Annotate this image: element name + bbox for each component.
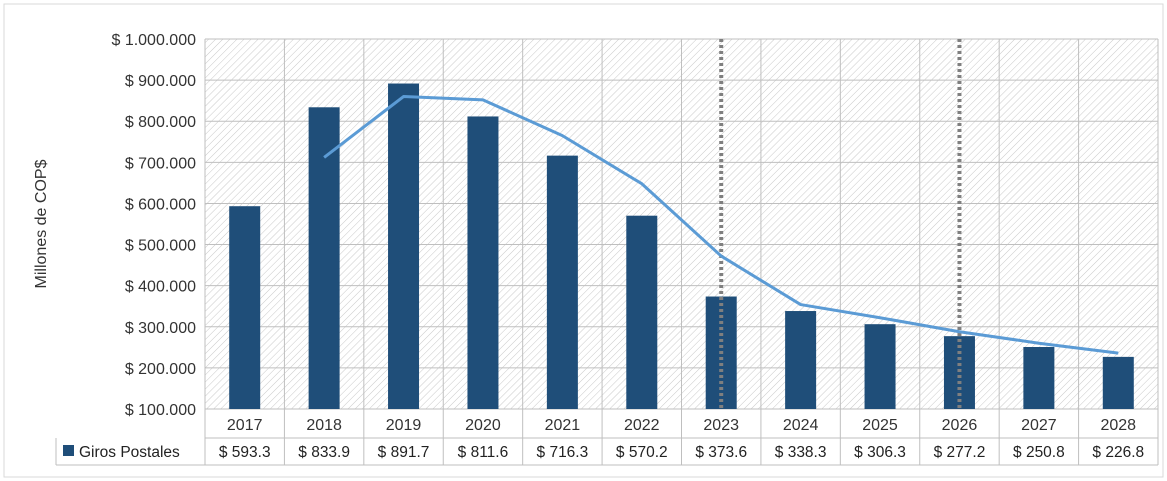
vertical-gridlines [204, 39, 1159, 465]
y-tick-label: $ 400.000 [125, 279, 196, 296]
bar [943, 336, 975, 409]
x-tick-label: 2025 [862, 417, 898, 434]
table-cell-value: $ 833.9 [298, 444, 350, 461]
bar [1102, 356, 1134, 409]
legend-swatch [63, 445, 74, 456]
trend-line-group [323, 95, 1119, 355]
y-tick-label: $ 500.000 [125, 238, 196, 255]
bar [229, 206, 261, 409]
vertical-markers [719, 39, 962, 409]
bar [1023, 347, 1055, 409]
y-tick-label: $ 900.000 [125, 73, 196, 90]
y-tick-label: $ 300.000 [125, 320, 196, 337]
table-cell-value: $ 226.8 [1092, 444, 1144, 461]
table-cell-value: $ 891.7 [378, 444, 430, 461]
x-tick-label: 2028 [1100, 417, 1136, 434]
y-tick-label: $ 200.000 [125, 361, 196, 378]
x-tick-label: 2027 [1021, 417, 1057, 434]
trend-line [323, 95, 1119, 355]
bar [467, 116, 499, 409]
table-cell-value: $ 373.6 [695, 444, 747, 461]
y-axis-ticks: $ 1.000.000 $ 900.000 $ 800.000 $ 700.000 $ … [111, 32, 196, 419]
table-cell-value: $ 338.3 [775, 444, 827, 461]
x-tick-label: 2019 [386, 417, 422, 434]
x-tick-label: 2023 [703, 417, 739, 434]
y-tick-label: $ 1.000.000 [111, 32, 196, 49]
y-tick-label: $ 800.000 [125, 114, 196, 131]
x-tick-label: 2024 [783, 417, 819, 434]
x-tick-label: 2022 [624, 417, 660, 434]
bar [785, 311, 817, 409]
table-cell-value: $ 277.2 [934, 444, 986, 461]
y-tick-label: $ 700.000 [125, 155, 196, 172]
y-tick-label: $ 600.000 [125, 196, 196, 213]
bar [626, 215, 658, 409]
y-tick-label: $ 100.000 [125, 402, 196, 419]
data-table: 2017 2018 2019 2020 2021 2022 2023 2024 2025 2026… [55, 417, 1159, 466]
bar-series [229, 83, 1134, 410]
table-cell-value: $ 570.2 [616, 444, 668, 461]
table-cell-value: $ 593.3 [219, 444, 271, 461]
x-tick-label: 2020 [465, 417, 501, 434]
table-cell-value: $ 716.3 [537, 444, 589, 461]
x-tick-label: 2021 [545, 417, 581, 434]
x-tick-label: 2017 [227, 417, 263, 434]
legend-label: Giros Postales [79, 444, 180, 461]
y-axis-label: Millones de COP$ [33, 159, 50, 288]
bar [864, 324, 896, 409]
table-cell-value: $ 306.3 [854, 444, 906, 461]
table-cell-value: $ 250.8 [1013, 444, 1065, 461]
bar [546, 155, 578, 409]
x-tick-label: 2018 [306, 417, 342, 434]
table-cell-value: $ 811.6 [458, 444, 509, 461]
bar [388, 83, 420, 410]
x-tick-label: 2026 [942, 417, 978, 434]
bar [308, 107, 340, 409]
